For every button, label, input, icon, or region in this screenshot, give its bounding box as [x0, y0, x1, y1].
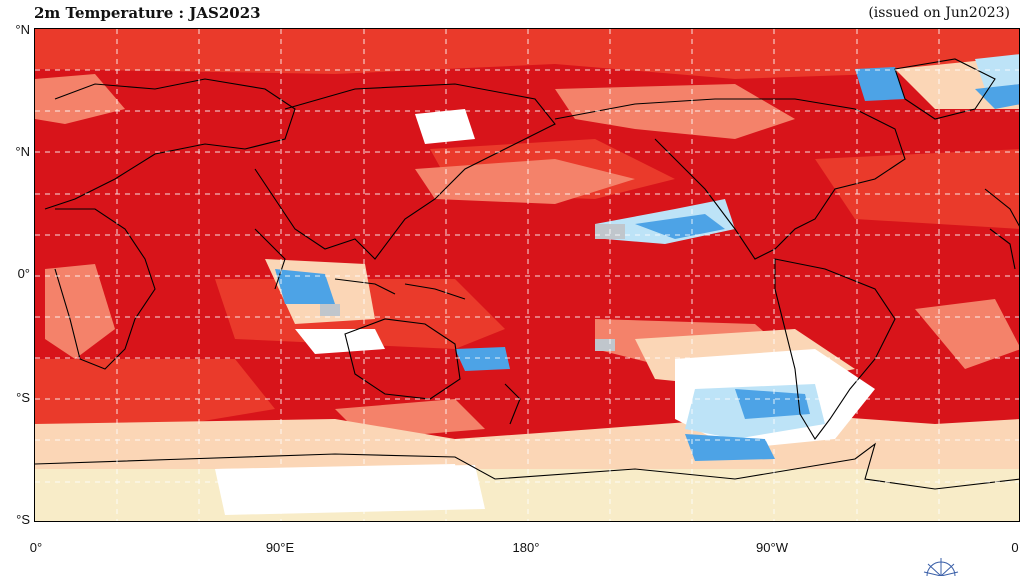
- moderate-warm-regions: [35, 74, 1019, 439]
- lat-label-south-2: °S: [16, 512, 30, 527]
- lon-label-180: 180°: [512, 540, 540, 555]
- lat-label-south-1: °S: [16, 390, 30, 405]
- temperature-anomaly-map: [34, 28, 1020, 522]
- lon-label-90w: 90°W: [756, 540, 788, 555]
- lat-label-north-1: °N: [15, 22, 30, 37]
- cool-regions: [275, 54, 1019, 461]
- antarctic-white: [215, 465, 485, 515]
- map-title: 2m Temperature : JAS2023: [34, 4, 261, 22]
- lat-label-equator: 0°: [17, 266, 30, 281]
- warm-patches: [35, 29, 1019, 429]
- lon-label-0: 0°: [29, 540, 43, 555]
- emblem-icon: [923, 558, 959, 576]
- lon-label-360: 0: [1011, 540, 1019, 555]
- lon-label-90e: 90°E: [265, 540, 295, 555]
- coastlines: [35, 58, 1019, 490]
- lat-label-north-2: °N: [15, 144, 30, 159]
- map-canvas: [35, 29, 1019, 521]
- issued-date: (issued on Jun2023): [868, 5, 1010, 21]
- grid-lines: [35, 29, 1019, 521]
